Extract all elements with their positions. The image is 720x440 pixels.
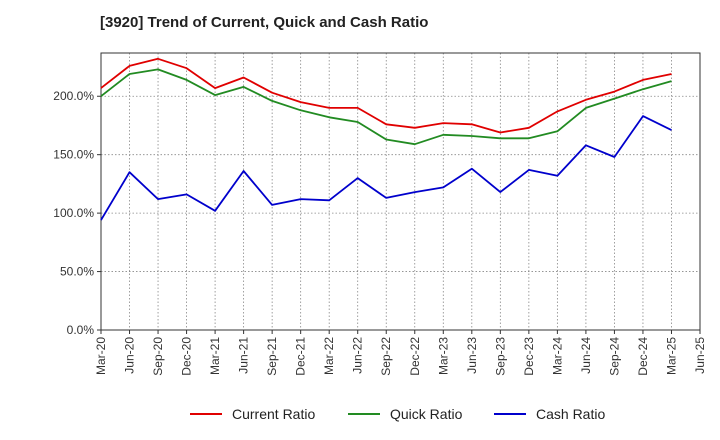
x-tick-label: Jun-23 [465, 337, 479, 374]
x-tick-label: Mar-22 [322, 337, 336, 375]
x-axis: Mar-20 Jun-20 Sep-20 Dec-20 Mar-21 Jun-21 Sep-… [94, 330, 707, 376]
series-line-current-ratio [100, 57, 672, 134]
x-tick-label: Sep-23 [493, 337, 507, 376]
x-tick-label: Mar-23 [436, 337, 450, 375]
x-tick-label: Mar-25 [664, 337, 678, 375]
x-tick-label: Mar-24 [550, 337, 564, 375]
series-lines [100, 57, 672, 221]
x-tick-label: Dec-23 [522, 337, 536, 376]
y-tick-label: 100.0% [53, 206, 94, 220]
y-tick-label: 0.0% [67, 323, 95, 337]
legend-label: Quick Ratio [390, 406, 463, 422]
series-line-cash-ratio [100, 115, 672, 221]
x-tick-label: Sep-20 [151, 337, 165, 376]
y-tick-label: 50.0% [60, 265, 94, 279]
series-line-quick-ratio [100, 68, 672, 146]
x-tick-label: Mar-21 [208, 337, 222, 375]
x-tick-label: Sep-22 [379, 337, 393, 376]
x-tick-label: Jun-22 [351, 337, 365, 374]
plot-frame [100, 52, 701, 331]
x-tick-label: Jun-20 [123, 337, 137, 374]
legend: Current Ratio Quick Ratio Cash Ratio [190, 406, 605, 422]
x-tick-label: Sep-24 [607, 337, 621, 376]
x-tick-label: Jun-25 [693, 337, 707, 374]
y-tick-label: 150.0% [53, 148, 94, 162]
x-tick-label: Jun-21 [237, 337, 251, 374]
y-tick-label: 200.0% [53, 89, 94, 103]
chart-title: [3920] Trend of Current, Quick and Cash … [100, 14, 429, 31]
y-axis: 0.0% 50.0% 100.0% 150.0% 200.0% [53, 89, 101, 337]
x-tick-label: Dec-24 [636, 337, 650, 376]
x-tick-label: Mar-20 [94, 337, 108, 375]
x-tick-label: Dec-21 [294, 337, 308, 376]
legend-label: Cash Ratio [536, 406, 605, 422]
x-tick-label: Dec-20 [180, 337, 194, 376]
x-tick-label: Dec-22 [408, 337, 422, 376]
x-tick-label: Sep-21 [265, 337, 279, 376]
grid [101, 53, 700, 330]
legend-label: Current Ratio [232, 406, 315, 422]
x-tick-label: Jun-24 [579, 337, 593, 374]
